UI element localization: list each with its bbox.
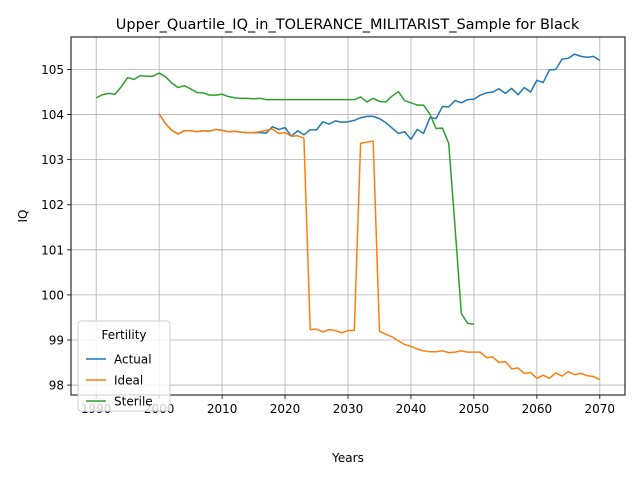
y-axis-ticks: 98 99 100 101 102 103 104 105 bbox=[41, 63, 71, 393]
x-tick-label: 2060 bbox=[522, 402, 553, 416]
y-tick-label: 102 bbox=[41, 198, 64, 212]
y-tick-label: 101 bbox=[41, 243, 64, 257]
y-tick-label: 105 bbox=[41, 63, 64, 77]
x-tick-label: 2010 bbox=[207, 402, 238, 416]
x-axis-label: Years bbox=[331, 451, 364, 465]
y-tick-label: 103 bbox=[41, 153, 64, 167]
x-tick-label: 2030 bbox=[333, 402, 364, 416]
series-lines bbox=[95, 53, 601, 381]
y-tick-label: 104 bbox=[41, 108, 64, 122]
y-tick-label: 99 bbox=[49, 333, 64, 347]
legend-box bbox=[77, 320, 171, 412]
legend-label-actual: Actual bbox=[114, 353, 152, 367]
y-tick-label: 100 bbox=[41, 288, 64, 302]
grid bbox=[71, 37, 625, 395]
chart-title: Upper_Quartile_IQ_in_TOLERANCE_MILITARIS… bbox=[116, 17, 580, 33]
legend: Fertility Actual Ideal Sterile bbox=[77, 320, 171, 412]
series-line-ideal bbox=[158, 113, 601, 381]
series-line-sterile bbox=[95, 72, 475, 325]
x-tick-label: 2050 bbox=[459, 402, 490, 416]
y-axis-label: IQ bbox=[16, 210, 30, 223]
y-tick-label: 98 bbox=[49, 379, 64, 393]
x-tick-label: 2070 bbox=[585, 402, 616, 416]
legend-label-sterile: Sterile bbox=[114, 395, 153, 409]
x-tick-label: 2040 bbox=[396, 402, 427, 416]
legend-title: Fertility bbox=[101, 328, 146, 342]
legend-entries: Actual Ideal Sterile bbox=[86, 353, 153, 409]
x-tick-label: 2020 bbox=[270, 402, 301, 416]
legend-label-ideal: Ideal bbox=[114, 374, 143, 388]
